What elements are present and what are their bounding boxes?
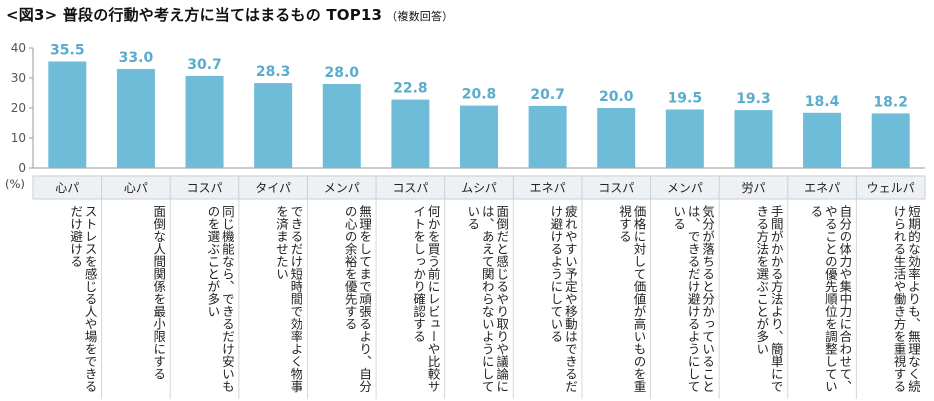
data-label: 19.5 bbox=[668, 91, 703, 107]
bar bbox=[528, 105, 567, 168]
bar bbox=[391, 99, 430, 168]
value-labels: 35.5 33.0 30.7 28.3 28.0 22.8 20.8 20.7 20.0 19.5… bbox=[50, 43, 908, 111]
x-tick-label: エネパ bbox=[530, 181, 566, 195]
y-tick-label: 30 bbox=[11, 71, 26, 85]
y-tick-label: 20 bbox=[11, 101, 26, 115]
bar bbox=[665, 109, 704, 168]
y-tick-label: 10 bbox=[11, 131, 26, 145]
bar bbox=[185, 75, 224, 168]
bar bbox=[734, 110, 773, 168]
data-label: 30.7 bbox=[187, 57, 222, 73]
category-description: 何かを買う前にレビューや比較サイトをしっかり確認する bbox=[411, 205, 440, 393]
data-label: 20.8 bbox=[462, 87, 497, 103]
data-label: 28.0 bbox=[324, 65, 359, 81]
y-axis: 0 10 20 30 40 (%) bbox=[5, 41, 925, 191]
category-band bbox=[32, 175, 926, 200]
description-box: 面倒だと感じるやり取りや議論には、あえて関わらないようにしている bbox=[465, 205, 509, 393]
chart-title-text: <図3> 普段の行動や考え方に当てはまるもの TOP13 bbox=[6, 6, 383, 24]
description-box: 無理をしてまで頑張るより、自分の心の余裕を優先する bbox=[342, 205, 372, 393]
descriptions: ストレスを感じる人や場をできるだけ避ける 面倒な人間関係を最小限にする 同じ機能なら… bbox=[68, 199, 920, 399]
x-tick-label: コスパ bbox=[598, 181, 634, 195]
description-box: 短期的な効率よりも、無理なく続けられる生活や働き方を重視する bbox=[891, 205, 920, 393]
data-label: 28.3 bbox=[256, 64, 291, 80]
chart-subtitle: （複数回答） bbox=[386, 10, 454, 23]
data-label: 22.8 bbox=[393, 81, 428, 97]
bar bbox=[803, 112, 842, 168]
data-label: 18.4 bbox=[805, 94, 840, 110]
description-box: 何かを買う前にレビューや比較サイトをしっかり確認する bbox=[411, 205, 440, 393]
x-tick-label: ムシパ bbox=[461, 181, 497, 195]
description-box: 価格に対して価値が高いものを重視する bbox=[617, 205, 646, 393]
bars bbox=[48, 61, 910, 168]
category-description: ストレスを感じる人や場をできるだけ避ける bbox=[68, 205, 97, 393]
description-box: 疲れやすい予定や移動はできるだけ避けるようにしている bbox=[548, 205, 577, 393]
category-description: 面倒な人間関係を最小限にする bbox=[151, 205, 166, 380]
bar bbox=[254, 83, 293, 168]
data-label: 19.3 bbox=[736, 91, 771, 107]
category-description: 気分が落ちると分かっていることは、できるだけ避けるようにしている bbox=[671, 205, 715, 393]
description-box: 面倒な人間関係を最小限にする bbox=[151, 205, 166, 380]
bar bbox=[322, 84, 361, 168]
category-description: 価格に対して価値が高いものを重視する bbox=[617, 205, 646, 393]
x-tick-label: ウェルパ bbox=[867, 181, 915, 195]
data-label: 18.2 bbox=[873, 94, 908, 110]
category-description: 疲れやすい予定や移動はできるだけ避けるようにしている bbox=[548, 205, 577, 393]
x-tick-label: コスパ bbox=[187, 181, 223, 195]
description-box: 自分の体力や集中力に合わせて、やることの優先順位を調整している bbox=[808, 205, 852, 393]
category-description: 面倒だと感じるやり取りや議論には、あえて関わらないようにしている bbox=[465, 205, 509, 393]
x-tick-label: コスパ bbox=[392, 181, 428, 195]
description-box: できるだけ短時間で効率よく物事を済ませたい bbox=[273, 205, 303, 393]
category-description: 同じ機能なら、できるだけ安いものを選ぶことが多い bbox=[205, 205, 234, 393]
y-tick-label: 0 bbox=[18, 161, 26, 175]
bar bbox=[48, 61, 87, 168]
x-tick-label: メンパ bbox=[324, 181, 360, 195]
data-label: 20.7 bbox=[530, 87, 565, 103]
x-tick-label: 労パ bbox=[741, 181, 765, 195]
x-category-band: 心パ 心パ コスパ タイパ メンパ コスパ ムシパ エネパ コスパ メンパ 労パ エネパ ウェルパ bbox=[32, 175, 926, 200]
category-description: 自分の体力や集中力に合わせて、やることの優先順位を調整している bbox=[808, 205, 852, 393]
bar bbox=[116, 69, 155, 168]
data-label: 35.5 bbox=[50, 43, 85, 59]
x-tick-label: 心パ bbox=[55, 181, 79, 195]
chart-title: <図3> 普段の行動や考え方に当てはまるもの TOP13 （複数回答） bbox=[6, 4, 453, 26]
bar bbox=[597, 108, 636, 168]
description-box: 手間がかかる方法より、簡単にできる方法を選ぶことが多い bbox=[754, 205, 783, 393]
x-tick-label: 心パ bbox=[124, 181, 148, 195]
category-description: 短期的な効率よりも、無理なく続けられる生活や働き方を重視する bbox=[891, 205, 920, 393]
category-description: 手間がかかる方法より、簡単にできる方法を選ぶことが多い bbox=[754, 205, 783, 393]
x-tick-label: エネパ bbox=[804, 181, 840, 195]
x-tick-label: メンパ bbox=[667, 181, 703, 195]
category-description: できるだけ短時間で効率よく物事を済ませたい bbox=[273, 205, 303, 393]
category-description: 無理をしてまで頑張るより、自分の心の余裕を優先する bbox=[342, 205, 372, 393]
data-label: 33.0 bbox=[119, 50, 154, 66]
description-box: 気分が落ちると分かっていることは、できるだけ避けるようにしている bbox=[671, 205, 715, 393]
y-tick-label: 40 bbox=[11, 41, 26, 55]
data-label: 20.0 bbox=[599, 89, 634, 105]
bar bbox=[460, 105, 498, 168]
description-box: 同じ機能なら、できるだけ安いものを選ぶことが多い bbox=[205, 205, 234, 393]
description-box: ストレスを感じる人や場をできるだけ避ける bbox=[68, 205, 97, 393]
bar bbox=[871, 113, 910, 168]
y-axis-unit-label: (%) bbox=[5, 177, 25, 191]
x-tick-label: タイパ bbox=[255, 181, 291, 195]
